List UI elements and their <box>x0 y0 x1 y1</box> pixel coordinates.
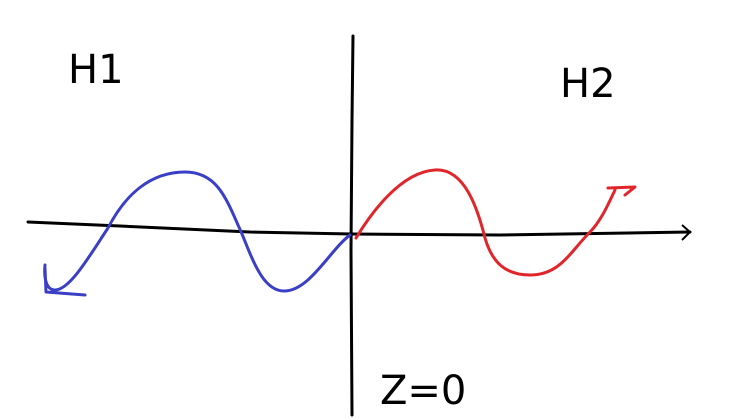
right-region-label: H2 <box>560 61 616 107</box>
z-axis <box>26 220 692 237</box>
incident-wave <box>43 170 352 297</box>
axis-arrow <box>681 224 692 241</box>
left-region-label: H1 <box>68 47 124 93</box>
transmitted-wave <box>354 168 637 277</box>
interface-line <box>349 34 355 417</box>
interface-label: Z=0 <box>380 368 466 414</box>
